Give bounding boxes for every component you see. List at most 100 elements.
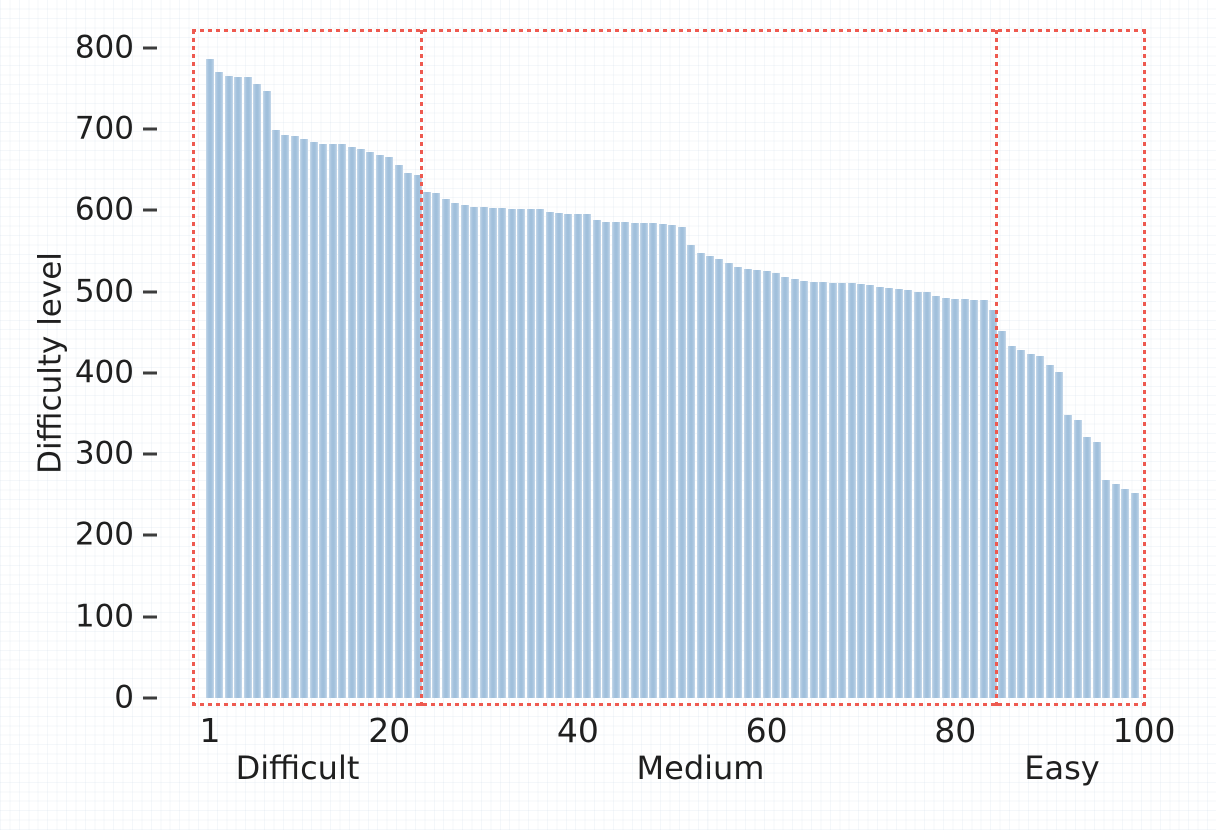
region-label-easy: Easy bbox=[1024, 749, 1100, 787]
bar bbox=[932, 296, 941, 698]
bar bbox=[262, 90, 271, 698]
bar bbox=[687, 245, 696, 698]
x-tick-20: 20 bbox=[368, 711, 411, 750]
bar bbox=[1121, 489, 1130, 698]
bar bbox=[215, 72, 224, 698]
y-tick-label: 600 bbox=[74, 191, 134, 228]
y-tick-0: 0 bbox=[74, 679, 157, 716]
bar bbox=[536, 209, 545, 698]
x-tick-40: 40 bbox=[556, 711, 599, 750]
bar bbox=[526, 208, 535, 698]
bar bbox=[460, 204, 469, 698]
x-tick-60: 60 bbox=[745, 711, 788, 750]
bar bbox=[1083, 437, 1092, 698]
bar bbox=[753, 270, 762, 698]
bar bbox=[630, 223, 639, 698]
bar bbox=[828, 282, 837, 698]
bar bbox=[668, 224, 677, 698]
bar bbox=[979, 300, 988, 698]
bar bbox=[422, 191, 431, 698]
bar bbox=[385, 157, 394, 698]
bar bbox=[847, 283, 856, 698]
bar bbox=[592, 220, 601, 698]
bar bbox=[366, 151, 375, 698]
bar bbox=[338, 144, 347, 698]
bar bbox=[1102, 480, 1111, 698]
bar bbox=[290, 136, 299, 698]
y-tick-label: 100 bbox=[74, 598, 134, 635]
bar bbox=[800, 280, 809, 698]
bar bbox=[347, 146, 356, 698]
y-tick-700: 700 bbox=[74, 113, 157, 144]
bar bbox=[243, 76, 252, 698]
bar bbox=[573, 213, 582, 698]
bar bbox=[498, 207, 507, 698]
bar bbox=[206, 59, 214, 698]
bar bbox=[922, 292, 931, 698]
bar bbox=[451, 202, 460, 698]
bar bbox=[319, 143, 328, 698]
bar bbox=[819, 281, 828, 698]
bar bbox=[677, 226, 686, 698]
bar bbox=[970, 299, 979, 698]
y-tickmark bbox=[143, 452, 157, 456]
bar bbox=[234, 76, 243, 698]
bar bbox=[356, 149, 365, 698]
bar bbox=[1036, 355, 1045, 698]
bar bbox=[913, 291, 922, 698]
bar bbox=[809, 281, 818, 698]
bar bbox=[734, 267, 743, 698]
bar bbox=[545, 211, 554, 698]
y-tickmark bbox=[143, 615, 157, 619]
bar bbox=[856, 284, 865, 698]
bar bbox=[875, 286, 884, 698]
y-tickmark bbox=[143, 127, 157, 131]
bar bbox=[564, 213, 573, 698]
bar bbox=[894, 289, 903, 698]
y-tick-label: 0 bbox=[114, 679, 134, 716]
bar bbox=[743, 268, 752, 698]
bar bbox=[762, 271, 771, 698]
bar bbox=[1026, 354, 1035, 698]
bar bbox=[1045, 364, 1054, 698]
bar bbox=[790, 279, 799, 698]
y-tick-400: 400 bbox=[74, 357, 157, 388]
bar bbox=[696, 252, 705, 698]
bar bbox=[1130, 493, 1139, 698]
bar bbox=[1073, 419, 1082, 698]
y-tick-label: 800 bbox=[74, 29, 134, 66]
bar bbox=[517, 208, 526, 698]
bar bbox=[583, 214, 592, 698]
bar bbox=[441, 198, 450, 698]
bar bbox=[658, 224, 667, 698]
bar bbox=[941, 298, 950, 698]
bar bbox=[960, 298, 969, 698]
y-tick-label: 200 bbox=[74, 516, 134, 553]
bar bbox=[375, 154, 384, 698]
bar bbox=[989, 310, 998, 698]
bar bbox=[649, 223, 658, 698]
bar bbox=[507, 208, 516, 698]
y-tick-label: 700 bbox=[74, 110, 134, 147]
y-tickmark bbox=[143, 290, 157, 294]
x-tick-100: 100 bbox=[1112, 711, 1176, 750]
bar bbox=[272, 129, 281, 698]
bar bbox=[724, 263, 733, 698]
bar bbox=[470, 207, 479, 698]
bar bbox=[866, 285, 875, 698]
bar bbox=[885, 288, 894, 698]
bar bbox=[781, 276, 790, 698]
y-tickmark bbox=[143, 371, 157, 375]
x-tick-80: 80 bbox=[934, 711, 977, 750]
bar bbox=[413, 175, 422, 698]
bar bbox=[1017, 350, 1026, 698]
y-tick-100: 100 bbox=[74, 601, 157, 632]
y-tickmark bbox=[143, 696, 157, 700]
bar bbox=[998, 331, 1007, 698]
y-tick-500: 500 bbox=[74, 276, 157, 307]
bar bbox=[904, 289, 913, 698]
y-tick-200: 200 bbox=[74, 516, 157, 553]
bar bbox=[611, 222, 620, 698]
